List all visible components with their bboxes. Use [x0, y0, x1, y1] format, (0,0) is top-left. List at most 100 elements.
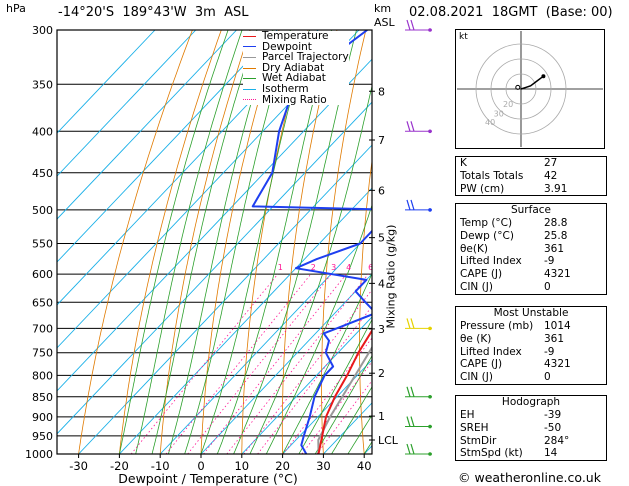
index-value: 0 [544, 371, 551, 384]
pressure-tick-label: 850 [32, 391, 53, 404]
most-unstable-row: CAPE (J) 4321 [456, 358, 606, 371]
legend-label: Parcel Trajectory [262, 51, 349, 64]
isotherm-line [57, 101, 372, 435]
legend-swatch [243, 99, 256, 101]
hodograph-indices-row: StmDir 284° [456, 435, 606, 448]
mixing-ratio-line [130, 273, 279, 454]
surface-row: CIN (J) 0 [456, 281, 606, 294]
wet-adiabat-line [119, 30, 229, 454]
mixing-ratio-label: 1 [278, 263, 283, 272]
temperature-line [317, 328, 372, 454]
legend-item: Mixing Ratio [243, 94, 349, 106]
hpa-label: hPa [6, 2, 26, 15]
storm-motion-marker [515, 84, 521, 90]
legend-swatch [243, 67, 256, 69]
dry-adiabat-line [119, 30, 222, 454]
wet-adiabat-line [298, 318, 372, 454]
wind-barb [405, 416, 432, 429]
asl-label: ASL [374, 16, 395, 29]
most-unstable-box: Most Unstable Pressure (mb) 1014 θe (K) 36… [455, 306, 607, 385]
dry-adiabat-line [78, 30, 193, 454]
wet-adiabat-line [314, 354, 372, 454]
hodograph-indices-row: SREH -50 [456, 422, 606, 435]
hodograph-ring-label: 40 [485, 118, 495, 127]
index-label: CIN (J) [460, 371, 493, 384]
mixing-ratio-line [226, 273, 369, 454]
isotherm-line [78, 144, 372, 454]
most-unstable-row: Pressure (mb) 1014 [456, 320, 606, 333]
index-value: 3.91 [544, 182, 568, 195]
legend-swatch [243, 78, 256, 80]
most-unstable-row: θe (K) 361 [456, 333, 606, 346]
index-label: Lifted Index [460, 345, 522, 358]
pressure-tick-label: 1000 [25, 448, 53, 461]
index-value: 284° [544, 434, 570, 447]
most-unstable-row: CIN (J) 0 [456, 371, 606, 384]
wet-adiabat-line [216, 30, 332, 454]
hodograph-trace [520, 75, 544, 90]
temperature-tick-label: 40 [357, 459, 372, 473]
index-label: CIN (J) [460, 280, 493, 293]
legend-label: Dry Adiabat [262, 61, 325, 74]
pressure-tick-label: 400 [32, 125, 53, 138]
isotherm-line [57, 30, 237, 220]
legend-label: Dewpoint [262, 40, 312, 53]
legend-item: Parcel Trajectory [243, 52, 349, 63]
height-km-label: LCL [378, 434, 399, 447]
wet-adiabat-line [282, 272, 372, 454]
wind-barb [405, 443, 432, 456]
wind-barb [405, 199, 432, 212]
mixing-ratio-label: 6 [368, 263, 373, 272]
temperature-tick-label: -30 [69, 459, 88, 473]
index-label: K [460, 157, 467, 169]
index-value: -9 [544, 345, 555, 358]
most-unstable-row: Lifted Index -9 [456, 346, 606, 359]
wet-adiabat-line [265, 203, 372, 454]
isotherm-line [241, 316, 372, 454]
most-unstable-title: Most Unstable [493, 307, 569, 319]
mixing-ratio-axis-label: Mixing Ratio (g/kg) [384, 224, 398, 329]
legend-swatch [243, 88, 256, 90]
index-value: 28.8 [544, 217, 568, 229]
index-value: 4321 [544, 268, 571, 281]
hodograph-ring-label: 30 [494, 109, 504, 118]
index-label: CAPE (J) [460, 358, 503, 371]
hodograph-indices-box: Hodograph EH -39 SREH -50 StmDir 284° StmSp… [455, 395, 607, 462]
surface-row: Temp (°C) 28.8 [456, 217, 606, 230]
surface-row: Dewp (°C) 25.8 [456, 230, 606, 243]
index-value: -50 [544, 421, 562, 434]
dry-adiabat-line [359, 158, 372, 454]
index-label: CAPE (J) [460, 268, 503, 281]
hodograph-indices-title: Hodograph [501, 396, 561, 408]
dry-adiabat-line [200, 30, 280, 454]
height-km-label: 8 [378, 85, 385, 98]
surface-row: CAPE (J) 4321 [456, 268, 606, 281]
mixing-ratio-label: 4 [346, 263, 351, 272]
isotherm-line [200, 273, 372, 454]
wind-barb [405, 318, 432, 331]
wet-adiabat-line [184, 30, 291, 454]
height-km-label: 2 [378, 367, 385, 380]
index-value: 4321 [544, 358, 571, 371]
mixing-ratio-line [203, 273, 347, 454]
hodograph-end-marker [541, 74, 546, 79]
pressure-tick-label: 750 [32, 347, 53, 360]
wet-adiabat-line [151, 30, 258, 454]
wind-barb [405, 121, 432, 134]
temperature-tick-label: -20 [110, 459, 129, 473]
km-label: km [374, 2, 392, 15]
pressure-tick-label: 900 [32, 411, 53, 424]
index-row-totals: Totals Totals 42 [456, 170, 606, 183]
pressure-tick-label: 450 [32, 167, 53, 180]
index-value: 361 [544, 332, 565, 345]
legend-swatch [243, 56, 256, 58]
index-label: Pressure (mb) [460, 320, 534, 332]
dewpoint-line [251, 30, 372, 454]
legend-swatch [243, 35, 256, 37]
height-km-label: 4 [378, 277, 385, 290]
pressure-tick-label: 700 [32, 322, 53, 335]
index-label: PW (cm) [460, 182, 505, 195]
index-label: Dewp (°C) [460, 229, 514, 242]
pressure-tick-label: 500 [32, 204, 53, 217]
